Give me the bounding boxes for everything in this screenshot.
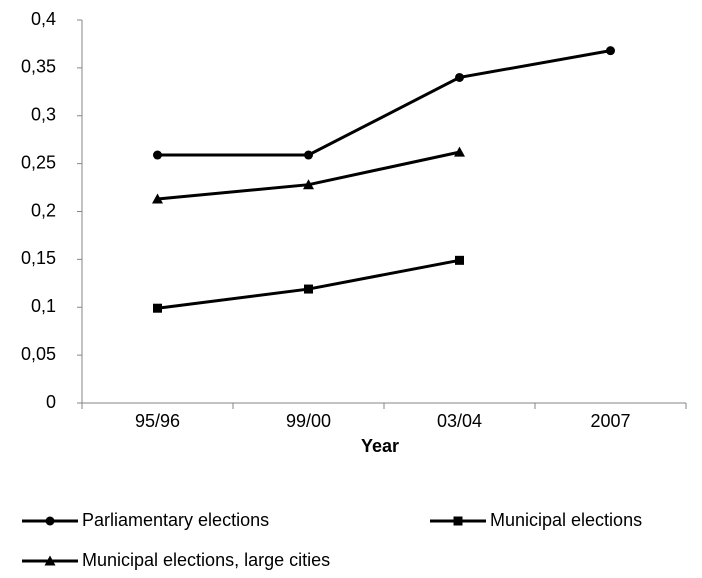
marker [153,150,162,160]
legend-label: Municipal elections, large cities [82,550,330,570]
y-tick-label: 0,2 [31,200,56,220]
x-tick-label: 2007 [590,411,630,431]
x-tick-label: 95/96 [135,411,180,431]
marker [152,193,163,204]
y-tick-label: 0,1 [31,296,56,316]
legend-label: Municipal elections [490,510,642,530]
y-tick-label: 0,15 [21,248,56,268]
y-tick-label: 0,05 [21,344,56,364]
y-tick-label: 0,25 [21,152,56,172]
x-tick-label: 99/00 [286,411,331,431]
marker [455,72,464,82]
marker [303,179,314,190]
legend-label: Parliamentary elections [82,510,269,530]
series-line [157,258,460,310]
marker [454,146,465,157]
marker [455,255,464,265]
y-tick-label: 0,35 [21,57,56,77]
marker [304,284,313,294]
x-axis-title: Year [361,436,399,456]
marker [606,46,615,56]
marker [453,516,463,526]
y-tick-label: 0,4 [31,9,56,29]
y-tick-label: 0 [46,392,56,412]
marker [44,555,56,566]
marker [304,150,313,160]
series-line [157,49,611,157]
marker [45,516,55,526]
marker [153,303,162,313]
x-tick-label: 03/04 [437,411,482,431]
y-tick-label: 0,3 [31,105,56,125]
